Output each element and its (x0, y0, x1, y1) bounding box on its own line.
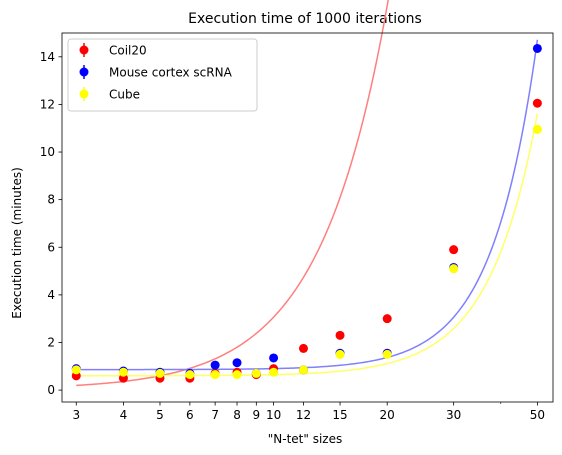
legend-label-0: Coil20 (109, 44, 147, 58)
legend-box (67, 38, 258, 112)
data-point (210, 370, 220, 380)
data-point (449, 245, 459, 255)
data-point (185, 370, 195, 380)
x-tick-label: 50 (530, 408, 545, 422)
data-point (251, 368, 261, 378)
legend-label-1: Mouse cortex scRNA (109, 66, 233, 80)
data-point (232, 358, 242, 368)
y-tick-label: 14 (40, 50, 55, 64)
x-tick-label: 8 (233, 408, 241, 422)
x-tick-label: 6 (186, 408, 194, 422)
data-point (232, 370, 242, 380)
x-tick-label: 10 (266, 408, 281, 422)
legend-marker-0 (79, 45, 89, 55)
chart-title: Execution time of 1000 iterations (188, 11, 422, 27)
y-tick-label: 2 (47, 335, 55, 349)
data-point (449, 264, 459, 274)
data-point (71, 365, 81, 375)
y-axis-label: Execution time (minutes) (10, 167, 24, 319)
plot-frame (61, 32, 554, 403)
x-tick-label: 4 (120, 408, 128, 422)
data-point (532, 124, 542, 134)
data-point (118, 367, 128, 377)
x-axis-label: "N-tet" sizes (268, 432, 342, 446)
y-tick-label: 8 (47, 193, 55, 207)
x-tick-label: 30 (446, 408, 461, 422)
data-point (532, 98, 542, 108)
x-tick-label: 15 (332, 408, 347, 422)
y-tick-label: 12 (40, 97, 55, 111)
data-point (335, 349, 345, 359)
x-tick-label: 5 (156, 408, 164, 422)
data-point (298, 365, 308, 375)
y-tick-label: 0 (47, 383, 55, 397)
fit-line-0 (76, 0, 389, 387)
legend-marker-2 (79, 89, 89, 99)
data-point (155, 368, 165, 378)
fit-line-2 (76, 113, 539, 377)
data-point (382, 314, 392, 324)
x-tick-label: 7 (211, 408, 219, 422)
y-tick-label: 4 (47, 288, 55, 302)
data-point (532, 43, 542, 53)
y-tick-label: 6 (47, 240, 55, 254)
y-tick-label: 10 (40, 145, 55, 159)
legend: Coil20 Mouse cortex scRNA Cube (67, 38, 258, 112)
data-point (382, 349, 392, 359)
data-point (269, 353, 279, 363)
x-tick-label: 20 (380, 408, 395, 422)
legend-label-2: Cube (109, 88, 140, 102)
data-point (298, 343, 308, 353)
data-point (335, 330, 345, 340)
legend-marker-1 (79, 67, 89, 77)
x-tick-label: 9 (253, 408, 261, 422)
x-tick-label: 12 (296, 408, 311, 422)
x-tick-label: 3 (72, 408, 80, 422)
data-point (210, 360, 220, 370)
plot-area (71, 0, 542, 387)
data-point (269, 367, 279, 377)
